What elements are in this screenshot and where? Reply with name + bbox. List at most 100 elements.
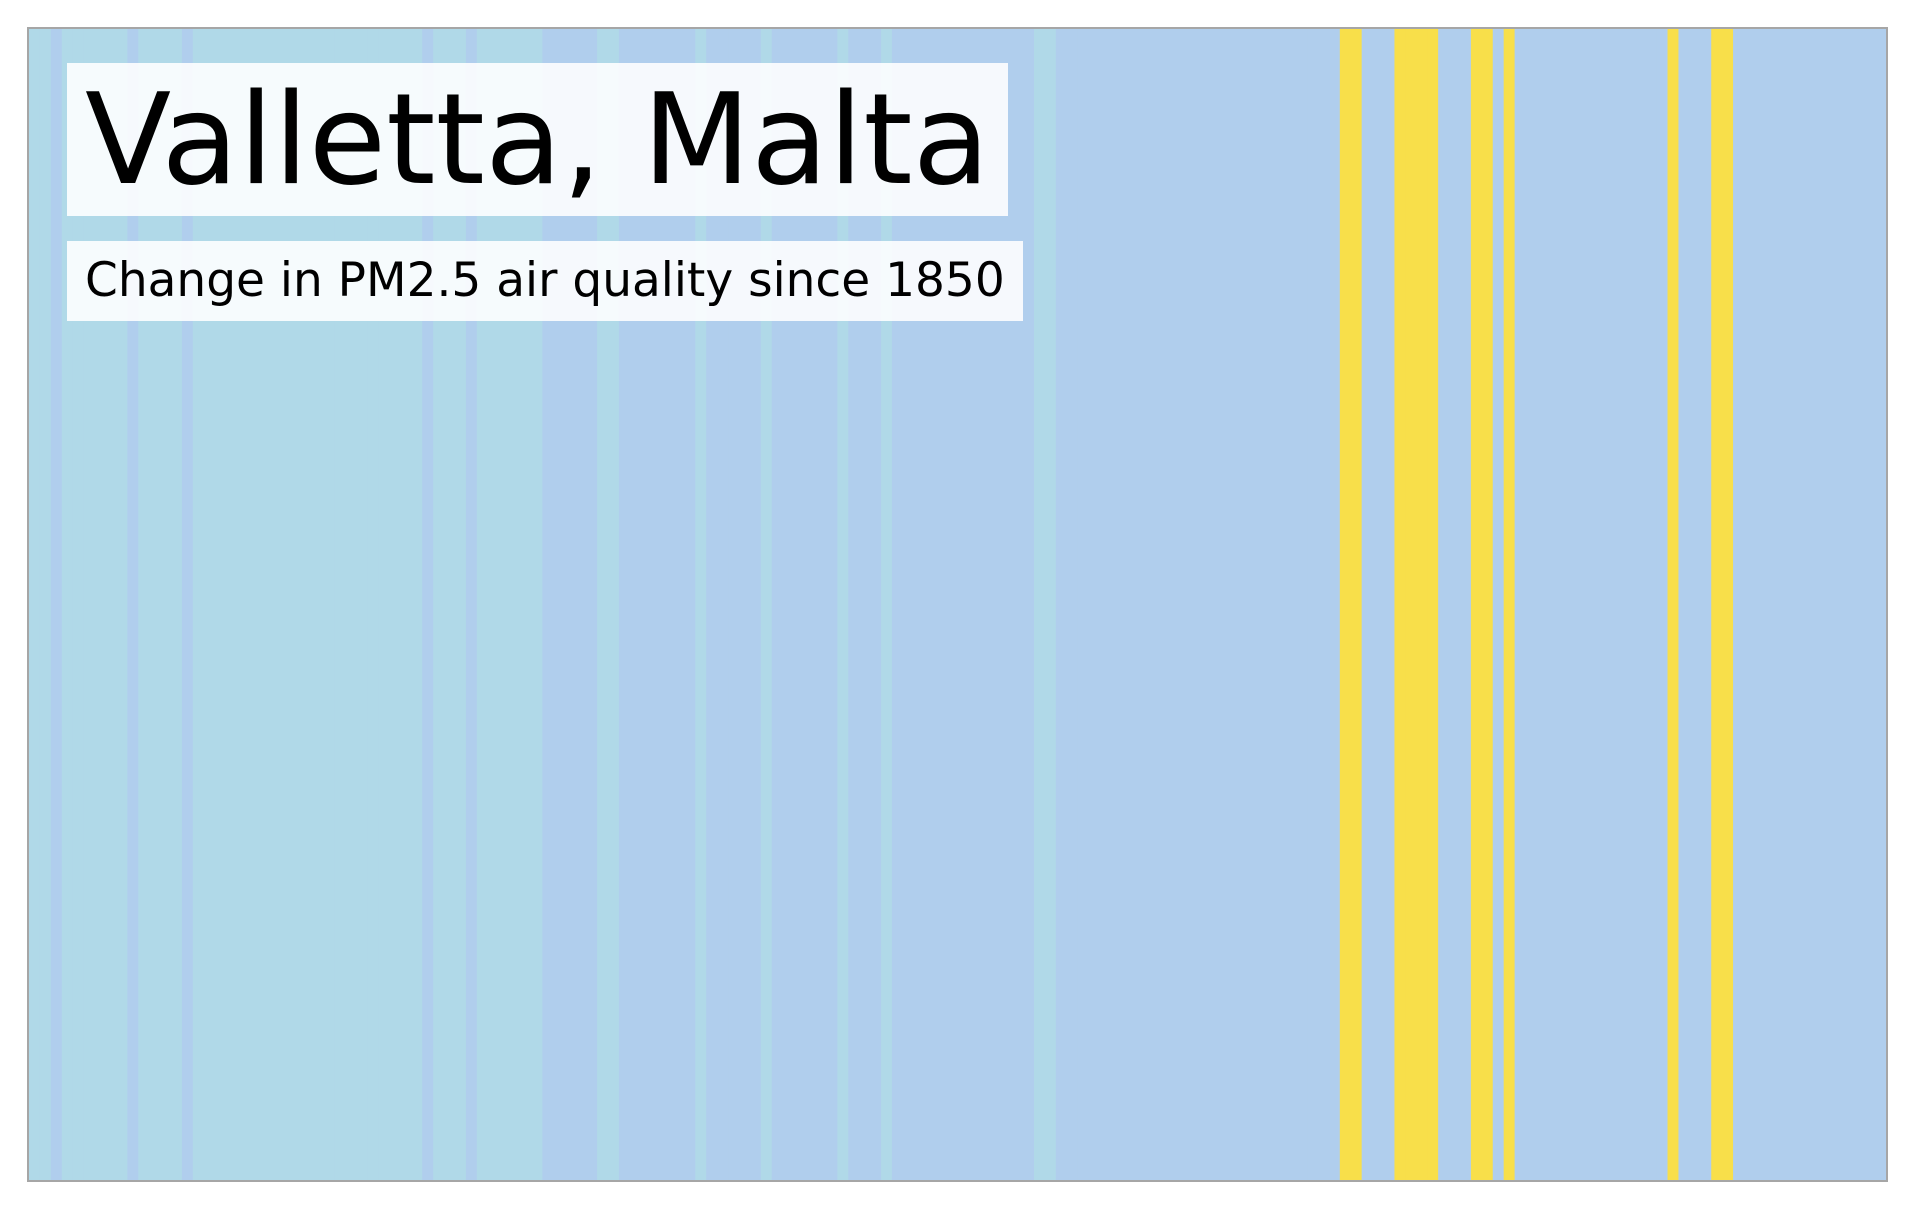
stripe-1954 [1165,29,1177,1180]
stripe-1895 [520,29,533,1180]
stripe-1869 [236,29,249,1180]
stripe-1889 [455,29,467,1180]
stripe-1976 [1405,29,1417,1180]
stripe-1942 [1033,29,1046,1180]
stripe-1941 [1023,29,1035,1180]
stripe-1886 [422,29,434,1180]
stripe-1926 [859,29,871,1180]
stripe-1970 [1339,29,1352,1180]
chart-subtitle: Change in PM2.5 air quality since 1850 [67,241,1023,321]
stripe-1866 [203,29,216,1180]
stripe-1902 [597,29,609,1180]
stripe-1964 [1274,29,1286,1180]
stripe-1917 [760,29,773,1180]
stripe-1864 [181,29,194,1180]
stripe-1993 [1591,29,1603,1180]
stripe-2015 [1831,29,1843,1180]
stripe-1975 [1394,29,1406,1180]
stripe-1906 [640,29,653,1180]
stripe-1875 [302,29,314,1180]
stripe-2003 [1700,29,1712,1180]
stripe-1916 [749,29,762,1180]
stripe-1856 [94,29,107,1180]
stripe-1903 [607,29,620,1180]
stripe-1907 [651,29,664,1180]
stripe-1865 [192,29,205,1180]
stripe-1904 [618,29,631,1180]
stripe-1978 [1427,29,1439,1180]
stripe-1994 [1601,29,1614,1180]
stripe-1985 [1503,29,1516,1180]
chart-title: Valletta, Malta [67,63,1008,216]
stripe-1893 [498,29,511,1180]
stripe-2002 [1689,29,1701,1180]
stripe-1979 [1438,29,1450,1180]
stripe-1925 [848,29,860,1180]
stripe-1959 [1219,29,1232,1180]
stripe-1923 [826,29,838,1180]
stripes-plot-area [29,29,1886,1180]
stripe-1884 [400,29,412,1180]
stripe-1871 [258,29,270,1180]
stripe-1956 [1186,29,1199,1180]
stripe-1858 [116,29,128,1180]
stripe-2016 [1842,29,1854,1180]
stripe-1868 [225,29,238,1180]
stripe-1885 [411,29,423,1180]
stripe-1882 [378,29,391,1180]
stripe-1960 [1230,29,1243,1180]
stripe-1973 [1372,29,1385,1180]
stripe-1898 [553,29,565,1180]
stripe-1920 [793,29,806,1180]
stripe-1915 [739,29,751,1180]
stripe-1972 [1361,29,1374,1180]
stripe-1924 [837,29,849,1180]
stripe-1912 [706,29,718,1180]
stripe-1998 [1645,29,1658,1180]
stripe-1936 [968,29,980,1180]
stripe-1851 [39,29,52,1180]
stripe-1957 [1197,29,1210,1180]
stripe-1962 [1252,29,1264,1180]
stripe-1905 [629,29,642,1180]
stripe-1969 [1328,29,1341,1180]
stripe-1853 [61,29,74,1180]
stripe-1910 [684,29,696,1180]
stripe-1891 [476,29,489,1180]
stripe-1980 [1449,29,1461,1180]
stripe-2012 [1798,29,1811,1180]
stripe-1878 [334,29,347,1180]
stripe-1971 [1350,29,1363,1180]
stripe-1921 [804,29,817,1180]
stripe-1900 [575,29,587,1180]
stripe-1870 [247,29,259,1180]
stripe-1974 [1383,29,1396,1180]
stripe-1953 [1154,29,1166,1180]
stripe-1966 [1296,29,1308,1180]
stripe-1928 [881,29,893,1180]
stripe-2011 [1787,29,1800,1180]
stripe-1922 [815,29,828,1180]
stripe-1932 [924,29,937,1180]
stripe-1981 [1459,29,1472,1180]
stripe-1968 [1317,29,1330,1180]
stripe-1919 [782,29,795,1180]
stripe-1984 [1492,29,1505,1180]
stripe-1943 [1044,29,1057,1180]
stripe-1873 [280,29,292,1180]
stripe-1867 [214,29,227,1180]
stripe-1997 [1634,29,1647,1180]
stripe-1951 [1132,29,1144,1180]
stripe-1863 [171,29,183,1180]
stripe-1888 [444,29,456,1180]
stripe-1949 [1110,29,1122,1180]
stripe-1986 [1514,29,1527,1180]
stripe-1913 [717,29,729,1180]
stripe-1935 [957,29,970,1180]
stripe-1877 [323,29,336,1180]
stripe-2014 [1820,29,1832,1180]
stripe-1990 [1558,29,1570,1180]
stripe-1852 [50,29,63,1180]
stripe-1899 [564,29,576,1180]
stripe-1908 [662,29,675,1180]
